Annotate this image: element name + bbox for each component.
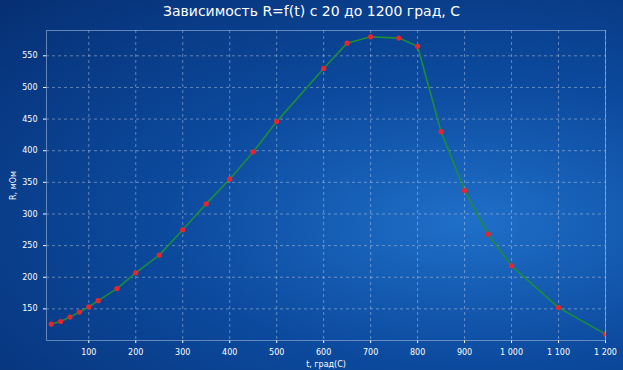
svg-text:700: 700 bbox=[363, 348, 378, 357]
svg-text:600: 600 bbox=[316, 348, 331, 357]
svg-text:400: 400 bbox=[22, 146, 37, 155]
svg-text:550: 550 bbox=[22, 51, 37, 60]
svg-text:500: 500 bbox=[269, 348, 284, 357]
svg-text:350: 350 bbox=[22, 178, 37, 187]
svg-text:900: 900 bbox=[457, 348, 472, 357]
svg-text:450: 450 bbox=[22, 115, 37, 124]
html-text:Зависимость R=f(t) с 20 до 120: Зависимость R=f(t) с 20 до 1200 град, С bbox=[163, 3, 460, 19]
svg-text:250: 250 bbox=[22, 241, 37, 250]
svg-text:t, град(С): t, град(С) bbox=[306, 360, 346, 369]
svg-text:200: 200 bbox=[128, 348, 143, 357]
svg-text:100: 100 bbox=[81, 348, 96, 357]
svg-text:400: 400 bbox=[222, 348, 237, 357]
svg-text:1 100: 1 100 bbox=[547, 348, 570, 357]
svg-text:1 200: 1 200 bbox=[594, 348, 617, 357]
svg-text:1 000: 1 000 bbox=[500, 348, 523, 357]
svg-text:300: 300 bbox=[175, 348, 190, 357]
svg-text:R, мОм: R, мОм bbox=[9, 171, 18, 200]
svg-text:500: 500 bbox=[22, 83, 37, 92]
svg-text:150: 150 bbox=[22, 304, 37, 313]
svg-text:200: 200 bbox=[22, 273, 37, 282]
svg-text:300: 300 bbox=[22, 210, 37, 219]
svg-text:800: 800 bbox=[410, 348, 425, 357]
